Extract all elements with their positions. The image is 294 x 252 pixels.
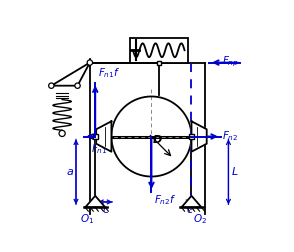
Circle shape: [75, 83, 80, 88]
Bar: [130, 38, 188, 62]
Text: $F_{n2}$: $F_{n2}$: [222, 130, 239, 143]
Bar: [157, 61, 161, 65]
Text: a: a: [66, 167, 73, 177]
Circle shape: [87, 60, 93, 65]
Circle shape: [49, 83, 54, 88]
Text: $F_{np}$: $F_{np}$: [222, 55, 239, 69]
Bar: [189, 134, 194, 139]
Text: D: D: [153, 135, 162, 145]
Polygon shape: [191, 121, 207, 152]
Circle shape: [59, 130, 65, 137]
Polygon shape: [85, 196, 105, 207]
Text: c: c: [102, 205, 108, 215]
Bar: [93, 134, 98, 139]
Polygon shape: [181, 196, 201, 207]
Text: L: L: [231, 167, 238, 177]
Text: $F_{n1}f$: $F_{n1}f$: [98, 66, 120, 80]
Text: $F_{n1}$: $F_{n1}$: [91, 143, 108, 156]
Polygon shape: [51, 62, 90, 86]
Polygon shape: [96, 121, 111, 152]
Text: $O_1$: $O_1$: [80, 212, 94, 226]
Text: $F_{n2}f$: $F_{n2}f$: [154, 194, 176, 207]
Text: $O_2$: $O_2$: [193, 212, 207, 226]
Text: c: c: [186, 205, 193, 215]
